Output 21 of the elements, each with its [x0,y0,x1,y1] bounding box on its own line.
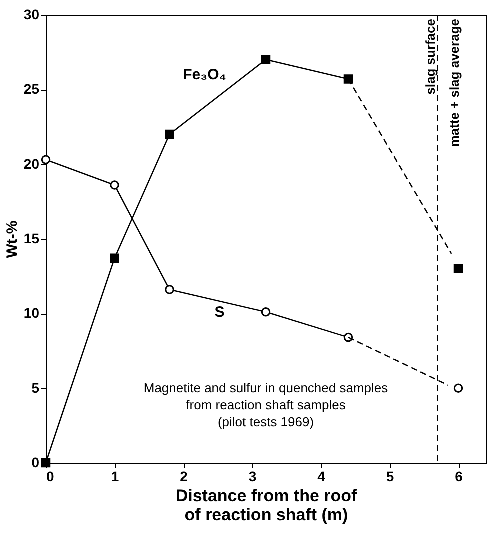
x-tick-label: 4 [318,468,326,484]
x-axis-title: Distance from the roof of reaction shaft (m) [176,486,358,524]
x-tick-label: 3 [248,468,257,484]
ref-line-label: slag surface [422,19,438,95]
x-tick-label: 0 [46,468,54,484]
series-label: Fe₃O₄ [183,66,226,84]
y-tick-label: 25 [24,81,40,98]
x-tick-label: 6 [455,468,464,484]
y-tick-label: 5 [32,380,40,396]
y-tick-label: 15 [24,230,40,246]
y-tick-label: 30 [24,6,40,22]
y-axis-title: Wt-% [4,220,21,258]
annotation: matte + slag average [446,19,462,148]
y-tick-label: 20 [24,156,40,172]
x-tick-label: 2 [180,468,188,484]
x-tick-label: 1 [111,468,120,484]
y-tick-label: 10 [24,305,40,322]
annotation: Magnetite and sulfur in quenched samples from reaction shaft samples (pilot tests 1969) [144,380,389,430]
series-label: S [214,304,225,321]
y-tick-label: 0 [32,454,40,470]
x-tick-label: 5 [386,468,394,484]
